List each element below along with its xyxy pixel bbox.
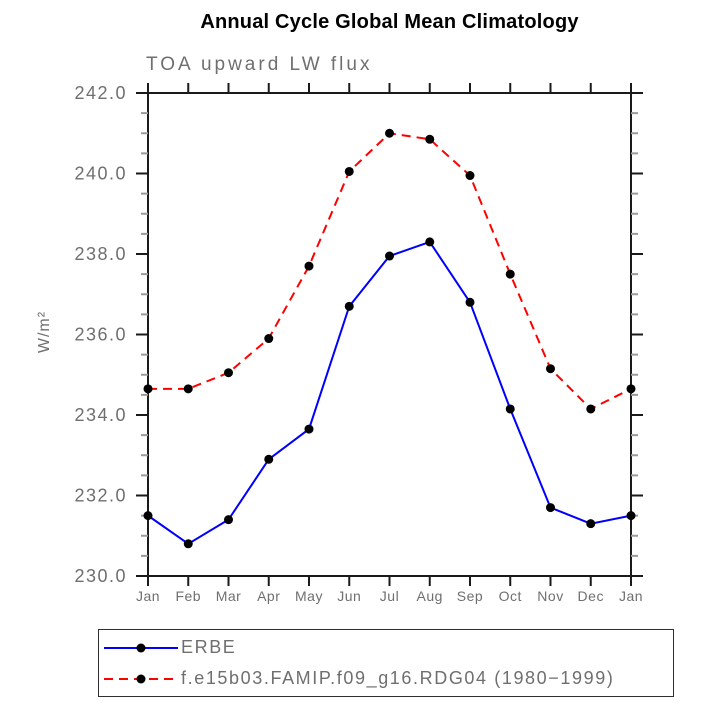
data-point-erbe — [304, 424, 314, 434]
model-line-sample-icon — [104, 674, 178, 683]
data-point-model — [143, 384, 153, 394]
y-tick-label: 236.0 — [74, 325, 127, 345]
data-point-erbe — [264, 454, 274, 464]
data-point-model — [465, 171, 475, 181]
data-point-model — [224, 368, 233, 378]
y-tick-label: 234.0 — [74, 405, 127, 425]
data-point-model — [546, 364, 555, 374]
y-tick-label: 238.0 — [74, 244, 127, 264]
x-tick-label: Jan — [136, 588, 160, 604]
legend-item-model: f.e15b03.FAMIP.f09_g16.RDG04 (1980−1999) — [104, 664, 673, 694]
chart-subtitle: TOA upward LW flux — [146, 54, 373, 75]
x-tick-label: Jan — [619, 588, 643, 604]
plot-frame — [147, 92, 632, 577]
legend-label-model: f.e15b03.FAMIP.f09_g16.RDG04 (1980−1999) — [181, 668, 615, 688]
legend: ERBE f.e15b03.FAMIP.f09_g16.RDG04 (1980−… — [98, 629, 674, 697]
y-tick-label: 232.0 — [74, 486, 127, 506]
data-point-model — [344, 166, 354, 176]
x-tick-label: Mar — [216, 588, 242, 604]
data-point-erbe — [626, 511, 636, 521]
data-point-erbe — [425, 237, 435, 247]
data-point-erbe — [385, 251, 394, 261]
x-tick-label: Aug — [417, 588, 443, 604]
erbe-line-sample-icon — [104, 643, 178, 652]
x-tick-label: Oct — [499, 588, 522, 604]
data-point-model — [626, 384, 636, 394]
data-point-model — [586, 404, 596, 414]
data-point-model — [385, 128, 394, 138]
data-point-model — [183, 384, 193, 394]
data-point-erbe — [224, 515, 233, 525]
y-tick-label: 242.0 — [74, 83, 127, 103]
data-point-erbe — [183, 539, 193, 549]
x-tick-label: Dec — [578, 588, 604, 604]
x-tick-label: May — [295, 588, 323, 604]
legend-item-erbe: ERBE — [104, 633, 673, 663]
data-point-model — [425, 134, 435, 144]
series-line-model — [148, 132, 632, 411]
x-tick-label: Feb — [175, 588, 201, 604]
legend-label-erbe: ERBE — [181, 637, 237, 657]
y-tick-label: 230.0 — [74, 566, 127, 586]
legend-marker-sample — [136, 643, 146, 652]
data-point-erbe — [546, 503, 555, 513]
data-point-erbe — [465, 297, 475, 307]
data-point-model — [264, 334, 274, 344]
x-tick-label: Jul — [380, 588, 399, 604]
x-tick-label: Jun — [337, 588, 361, 604]
x-tick-label: Sep — [457, 588, 483, 604]
data-point-erbe — [586, 519, 596, 529]
x-tick-label: Apr — [257, 588, 280, 604]
legend-marker-sample — [136, 674, 146, 683]
y-tick-label: 240.0 — [74, 164, 127, 184]
data-point-model — [505, 269, 515, 279]
data-point-erbe — [505, 404, 515, 414]
chart-title: Annual Cycle Global Mean Climatology — [200, 11, 579, 33]
data-point-erbe — [344, 301, 354, 311]
x-tick-label: Nov — [537, 588, 563, 604]
data-point-erbe — [143, 511, 153, 521]
series-line-erbe — [147, 240, 632, 545]
data-point-model — [304, 261, 314, 271]
